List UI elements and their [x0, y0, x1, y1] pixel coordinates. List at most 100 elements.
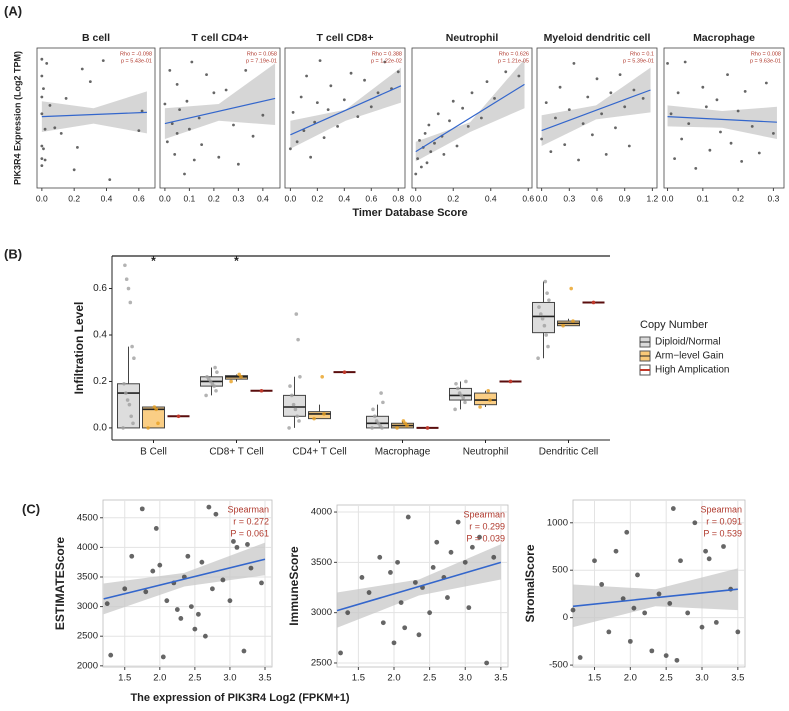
data-point	[261, 113, 265, 117]
data-point	[192, 158, 196, 162]
panel-label: (C)	[22, 501, 40, 516]
confidence-band	[290, 67, 401, 149]
fit-line	[290, 85, 402, 136]
data-point	[309, 155, 313, 159]
x-tick-label: 3.5	[494, 673, 507, 684]
data-point	[772, 132, 775, 135]
fit-line	[164, 97, 276, 125]
data-point	[295, 140, 299, 144]
data-point	[126, 286, 131, 291]
data-point	[491, 554, 497, 560]
annotation: Rho = 0.058	[247, 51, 277, 57]
y-axis-label: PIK3R4 Expression (Log2 TPM)	[12, 51, 22, 185]
data-point	[586, 95, 590, 99]
data-point	[590, 133, 594, 137]
annotation: Spearman	[227, 504, 269, 514]
data-point	[291, 111, 295, 114]
annotation: p = 5.39e-01	[623, 58, 654, 64]
data-point	[342, 370, 347, 374]
data-point	[674, 657, 680, 663]
data-point	[187, 127, 191, 131]
data-point	[190, 60, 194, 64]
data-point	[72, 168, 76, 172]
data-point	[624, 529, 630, 535]
data-point	[433, 141, 436, 145]
data-point	[122, 586, 128, 592]
data-point	[547, 298, 551, 302]
data-point	[401, 419, 406, 423]
data-point	[485, 80, 489, 83]
data-point	[484, 660, 490, 666]
data-point	[461, 106, 465, 110]
x-tick-label: CD8+ T Cell	[209, 447, 263, 458]
x-tick-label: 0.2	[311, 193, 323, 203]
x-tick-label: 2.0	[387, 673, 400, 684]
data-point	[466, 125, 470, 128]
data-point	[540, 316, 545, 321]
data-point	[174, 607, 180, 612]
data-point	[202, 633, 208, 639]
data-point	[322, 412, 326, 416]
data-point	[592, 558, 597, 564]
data-point	[544, 333, 548, 337]
y-tick-label: 2500	[77, 631, 98, 642]
data-point	[42, 87, 45, 90]
x-tick-label: 0.6	[133, 193, 145, 203]
data-point	[168, 69, 172, 72]
data-point	[291, 402, 296, 407]
data-point	[642, 610, 648, 616]
data-point	[342, 98, 346, 102]
y-tick-label: 3000	[77, 601, 98, 612]
data-point	[156, 421, 160, 426]
data-point	[508, 379, 513, 384]
annotation: Rho = 0.626	[499, 51, 529, 57]
data-point	[315, 101, 319, 104]
data-point	[383, 60, 387, 64]
x-tick-label: 0.4	[485, 193, 497, 203]
data-point	[673, 157, 676, 161]
data-point	[227, 598, 233, 604]
data-point	[618, 73, 622, 76]
data-point	[600, 112, 604, 116]
x-tick-label: 0.0	[159, 193, 171, 203]
fit-line	[336, 561, 502, 612]
panel-title: Neutrophil	[446, 32, 499, 44]
data-point	[129, 553, 135, 559]
data-point	[299, 95, 303, 99]
data-point	[381, 400, 385, 405]
data-point	[670, 506, 676, 511]
data-point	[178, 616, 184, 621]
data-point	[493, 97, 496, 100]
data-point	[572, 62, 576, 65]
data-point	[676, 91, 680, 95]
annotation: Rho = 0.008	[751, 51, 781, 57]
data-point	[488, 398, 492, 402]
annotation: P = 0.539	[703, 528, 742, 538]
data-point	[122, 381, 126, 386]
data-point	[757, 151, 761, 155]
data-point	[244, 69, 248, 72]
data-point	[517, 74, 521, 78]
data-point	[669, 112, 673, 116]
data-point	[290, 393, 294, 398]
data-point	[398, 600, 404, 606]
data-point	[129, 414, 133, 419]
data-point	[542, 323, 547, 328]
data-point	[405, 514, 411, 520]
annotation: Spearman	[463, 509, 505, 519]
x-tick-label: 0.3	[767, 193, 779, 203]
x-tick-label: 2.5	[188, 673, 201, 684]
data-point	[197, 116, 201, 120]
x-tick-label: 1.2	[646, 193, 658, 203]
y-tick-label: 4500	[77, 512, 98, 523]
data-point	[546, 344, 550, 349]
data-point	[430, 564, 436, 570]
data-point	[649, 648, 655, 654]
data-point	[40, 157, 44, 161]
data-point	[200, 143, 204, 147]
data-point	[694, 167, 698, 170]
data-point	[176, 414, 181, 419]
data-point	[206, 504, 212, 510]
annotation: p = 5.43e-01	[121, 58, 152, 64]
